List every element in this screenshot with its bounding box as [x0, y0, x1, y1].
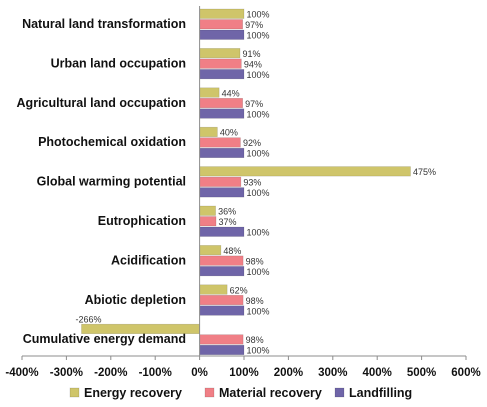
category-label: Acidification: [111, 253, 186, 267]
bar: [199, 187, 245, 198]
bar: [81, 323, 200, 335]
data-label: 91%: [243, 49, 261, 59]
bar: [199, 87, 220, 98]
data-label: -266%: [75, 315, 101, 325]
x-tick-label: 100%: [229, 367, 258, 379]
bar: [199, 108, 245, 119]
bar: [199, 255, 244, 266]
category-label: Agricultural land occupation: [17, 96, 186, 110]
legend-swatch: [204, 387, 215, 398]
bar: [199, 8, 245, 19]
data-label: 100%: [247, 149, 270, 159]
x-tick-label: -400%: [5, 367, 38, 379]
legend-label: Material recovery: [219, 386, 322, 400]
category-labels: Natural land transformation Urban land oc…: [17, 17, 186, 346]
x-tick-label: -100%: [139, 367, 172, 379]
bar: [199, 205, 216, 216]
data-label: 97%: [245, 20, 263, 30]
x-tick-label: -200%: [94, 367, 127, 379]
data-label: 98%: [246, 256, 264, 266]
data-label: 62%: [230, 285, 248, 295]
bar: [199, 29, 245, 40]
category-label: Global warming potential: [37, 175, 186, 189]
data-label: 94%: [244, 59, 262, 69]
legend-label: Landfilling: [349, 386, 412, 400]
data-label: 48%: [223, 246, 241, 256]
bar: [199, 344, 245, 356]
data-label: 475%: [413, 167, 436, 177]
data-label: 97%: [245, 99, 263, 109]
data-label: 100%: [247, 109, 270, 119]
data-label: 98%: [246, 335, 264, 345]
bars: [81, 8, 411, 356]
x-tick-label: 600%: [451, 367, 480, 379]
bar: [199, 284, 228, 295]
data-label: 100%: [247, 31, 270, 41]
bar: [199, 98, 243, 109]
data-label: 100%: [247, 10, 270, 20]
category-label: Natural land transformation: [22, 17, 186, 31]
bar: [199, 176, 242, 187]
category-label: Urban land occupation: [51, 56, 186, 70]
bar: [199, 126, 218, 137]
bar: [199, 19, 243, 30]
bar: [199, 245, 222, 256]
bar: [199, 48, 241, 59]
bar: [199, 69, 245, 80]
data-label: 36%: [218, 207, 236, 217]
data-label: 100%: [247, 228, 270, 238]
category-label: Photochemical oxidation: [38, 135, 186, 149]
category-label: Abiotic depletion: [85, 293, 186, 307]
x-tick-label: 200%: [274, 367, 303, 379]
data-label: 92%: [243, 138, 261, 148]
data-label: 37%: [219, 217, 237, 227]
x-axis: -400% -300% -200% -100% 0% 100% 200% 300% 400% 50…: [5, 6, 481, 379]
x-tick-label: 0%: [191, 367, 208, 379]
bar: [199, 58, 242, 69]
bar: [199, 226, 245, 237]
data-label: 100%: [247, 267, 270, 277]
data-label: 44%: [222, 88, 240, 98]
data-label: 100%: [247, 306, 270, 316]
data-label: 40%: [220, 128, 238, 138]
bar: [199, 147, 245, 158]
bar: [199, 294, 244, 306]
data-label: 93%: [243, 178, 261, 188]
legend-swatch: [69, 387, 80, 398]
data-labels: 100%97%100%91%94%100%44%97%100%40%92%100…: [75, 10, 436, 356]
data-label: 98%: [246, 296, 264, 306]
data-label: 100%: [247, 188, 270, 198]
bar: [199, 216, 217, 227]
data-label: 100%: [247, 346, 270, 356]
legend-label: Energy recovery: [84, 386, 182, 400]
bar: [199, 305, 245, 316]
legend: Energy recovery Material recovery Landfill…: [69, 386, 412, 400]
category-label: Eutrophication: [98, 214, 186, 228]
x-tick-label: 300%: [318, 367, 347, 379]
x-tick-label: 400%: [362, 367, 391, 379]
x-tick-label: 500%: [407, 367, 436, 379]
legend-swatch: [334, 387, 345, 398]
bar: [199, 334, 244, 345]
bar: [199, 266, 245, 277]
bar: [199, 137, 241, 148]
bar: [199, 166, 411, 177]
category-label: Cumulative energy demand: [23, 332, 186, 346]
x-tick-label: -300%: [50, 367, 83, 379]
data-label: 100%: [247, 70, 270, 80]
